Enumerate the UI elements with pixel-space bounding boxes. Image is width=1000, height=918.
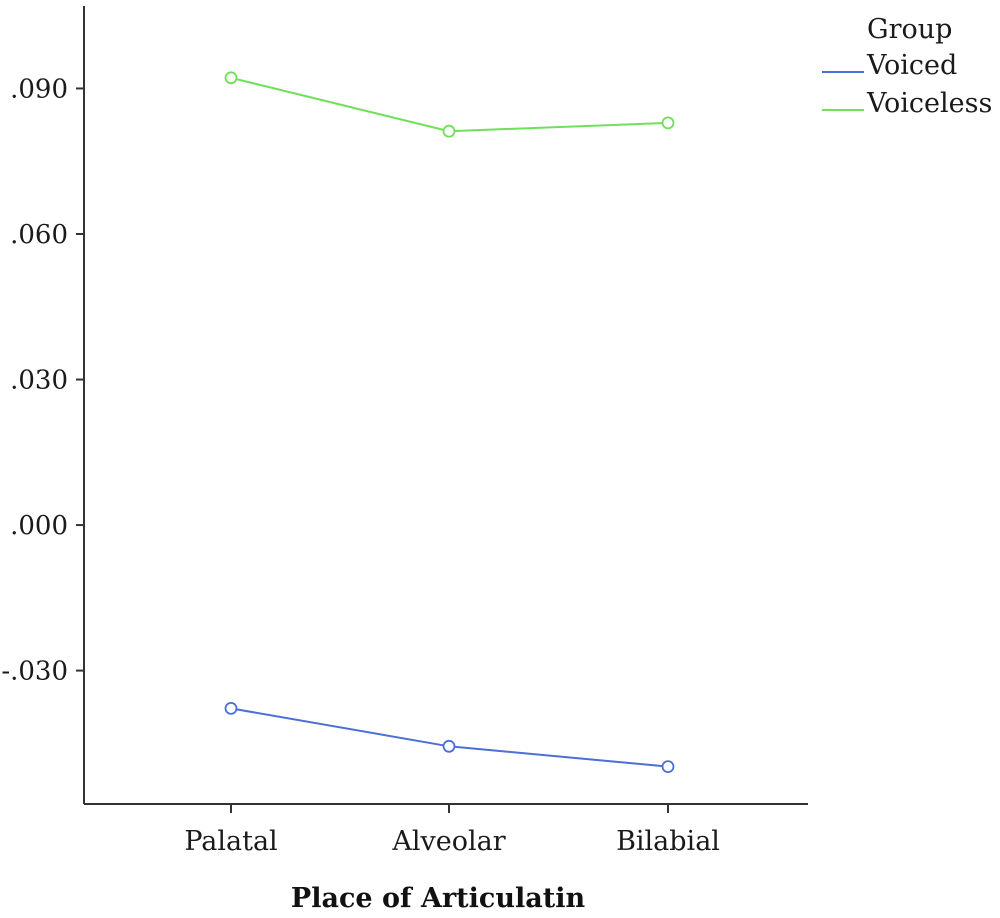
x-tick-label: Alveolar: [391, 826, 505, 857]
y-tick-label: .000: [10, 511, 68, 541]
series-line: [230, 76, 669, 133]
legend-item: Voiceless: [822, 88, 992, 119]
data-point: [661, 116, 675, 130]
data-point: [442, 739, 456, 753]
data-point: [224, 702, 238, 715]
x-tick-group: Palatal Alveolar Bilabial: [184, 804, 720, 857]
series-group: [224, 71, 675, 773]
legend-label: Voiceless: [866, 88, 992, 119]
series-line: [230, 707, 669, 768]
y-tick-label: .030: [10, 366, 68, 396]
y-tick-label: .060: [10, 220, 68, 250]
legend-title: Group: [867, 14, 952, 45]
legend: Group Voiced Voiceless: [822, 14, 992, 119]
data-point: [442, 124, 456, 138]
y-tick-label: .090: [10, 74, 68, 104]
data-point: [224, 71, 238, 85]
x-axis-title: Place of Articulatin: [291, 883, 586, 914]
legend-entries: Voiced Voiceless: [822, 50, 992, 119]
x-tick-label: Palatal: [184, 826, 277, 857]
series-voiceless: [224, 71, 675, 138]
series-voiced: [224, 702, 675, 773]
legend-label: Voiced: [866, 50, 957, 81]
y-tick-group: -.030 .000 .030 .060 .090: [1, 74, 84, 687]
x-tick-label: Bilabial: [616, 826, 720, 857]
y-tick-label: -.030: [1, 657, 68, 687]
data-point: [661, 760, 675, 773]
legend-item: Voiced: [822, 50, 957, 81]
